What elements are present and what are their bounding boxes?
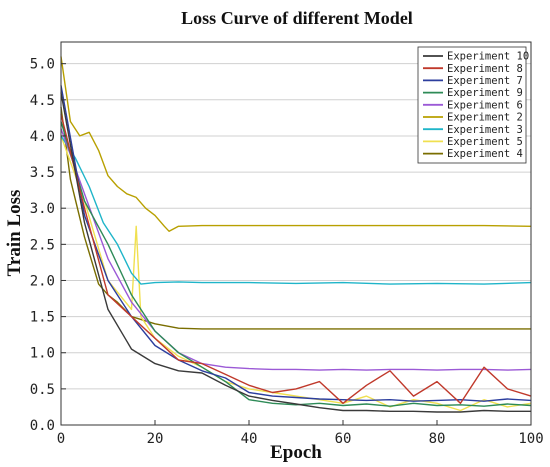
legend-label: Experiment 9 xyxy=(447,87,523,99)
legend-label: Experiment 2 xyxy=(447,112,523,124)
y-axis-label: Train Loss xyxy=(4,190,25,277)
series-line xyxy=(60,85,532,402)
y-tick-label: 0.5 xyxy=(30,382,55,398)
y-tick-label: 4.0 xyxy=(30,129,55,145)
y-tick-label: 3.0 xyxy=(30,201,55,217)
y-axis: 0.0 0.5 1.0 1.5 2.0 2.5 3.0 3.5 4.0 4.5 5.0 xyxy=(30,57,66,434)
legend-label: Experiment 10 xyxy=(447,51,529,63)
series-line xyxy=(60,114,532,404)
x-tick-label: 20 xyxy=(147,431,164,447)
legend-label: Experiment 8 xyxy=(447,63,523,75)
legend-label: Experiment 3 xyxy=(447,124,523,136)
x-axis-label: Epoch xyxy=(270,442,322,463)
legend-label: Experiment 6 xyxy=(447,99,523,111)
legend-label: Experiment 4 xyxy=(447,148,523,160)
series-lines xyxy=(60,56,532,413)
series-line xyxy=(60,106,531,330)
series-line xyxy=(60,121,532,407)
y-tick-label: 4.5 xyxy=(30,93,55,109)
legend-label: Experiment 5 xyxy=(447,136,523,148)
x-axis: 0 20 40 60 80 100 xyxy=(57,420,544,447)
y-tick-label: 0.0 xyxy=(30,418,55,434)
y-tick-label: 5.0 xyxy=(30,57,55,73)
y-tick-label: 2.5 xyxy=(30,237,55,253)
series-line xyxy=(60,135,532,285)
chart-title: Loss Curve of different Model xyxy=(181,8,413,28)
y-tick-label: 1.0 xyxy=(30,346,55,362)
y-tick-label: 3.5 xyxy=(30,165,55,181)
series-line xyxy=(60,128,532,371)
y-tick-label: 1.5 xyxy=(30,310,55,326)
x-tick-label: 0 xyxy=(57,431,65,447)
x-tick-label: 100 xyxy=(518,431,543,447)
legend-label: Experiment 7 xyxy=(447,75,523,87)
x-tick-label: 60 xyxy=(335,431,352,447)
plot-frame xyxy=(60,41,532,426)
y-tick-label: 2.0 xyxy=(30,273,55,289)
x-tick-label: 40 xyxy=(241,431,258,447)
series-line xyxy=(60,92,531,413)
series-line xyxy=(60,56,532,233)
x-tick-label: 80 xyxy=(429,431,446,447)
